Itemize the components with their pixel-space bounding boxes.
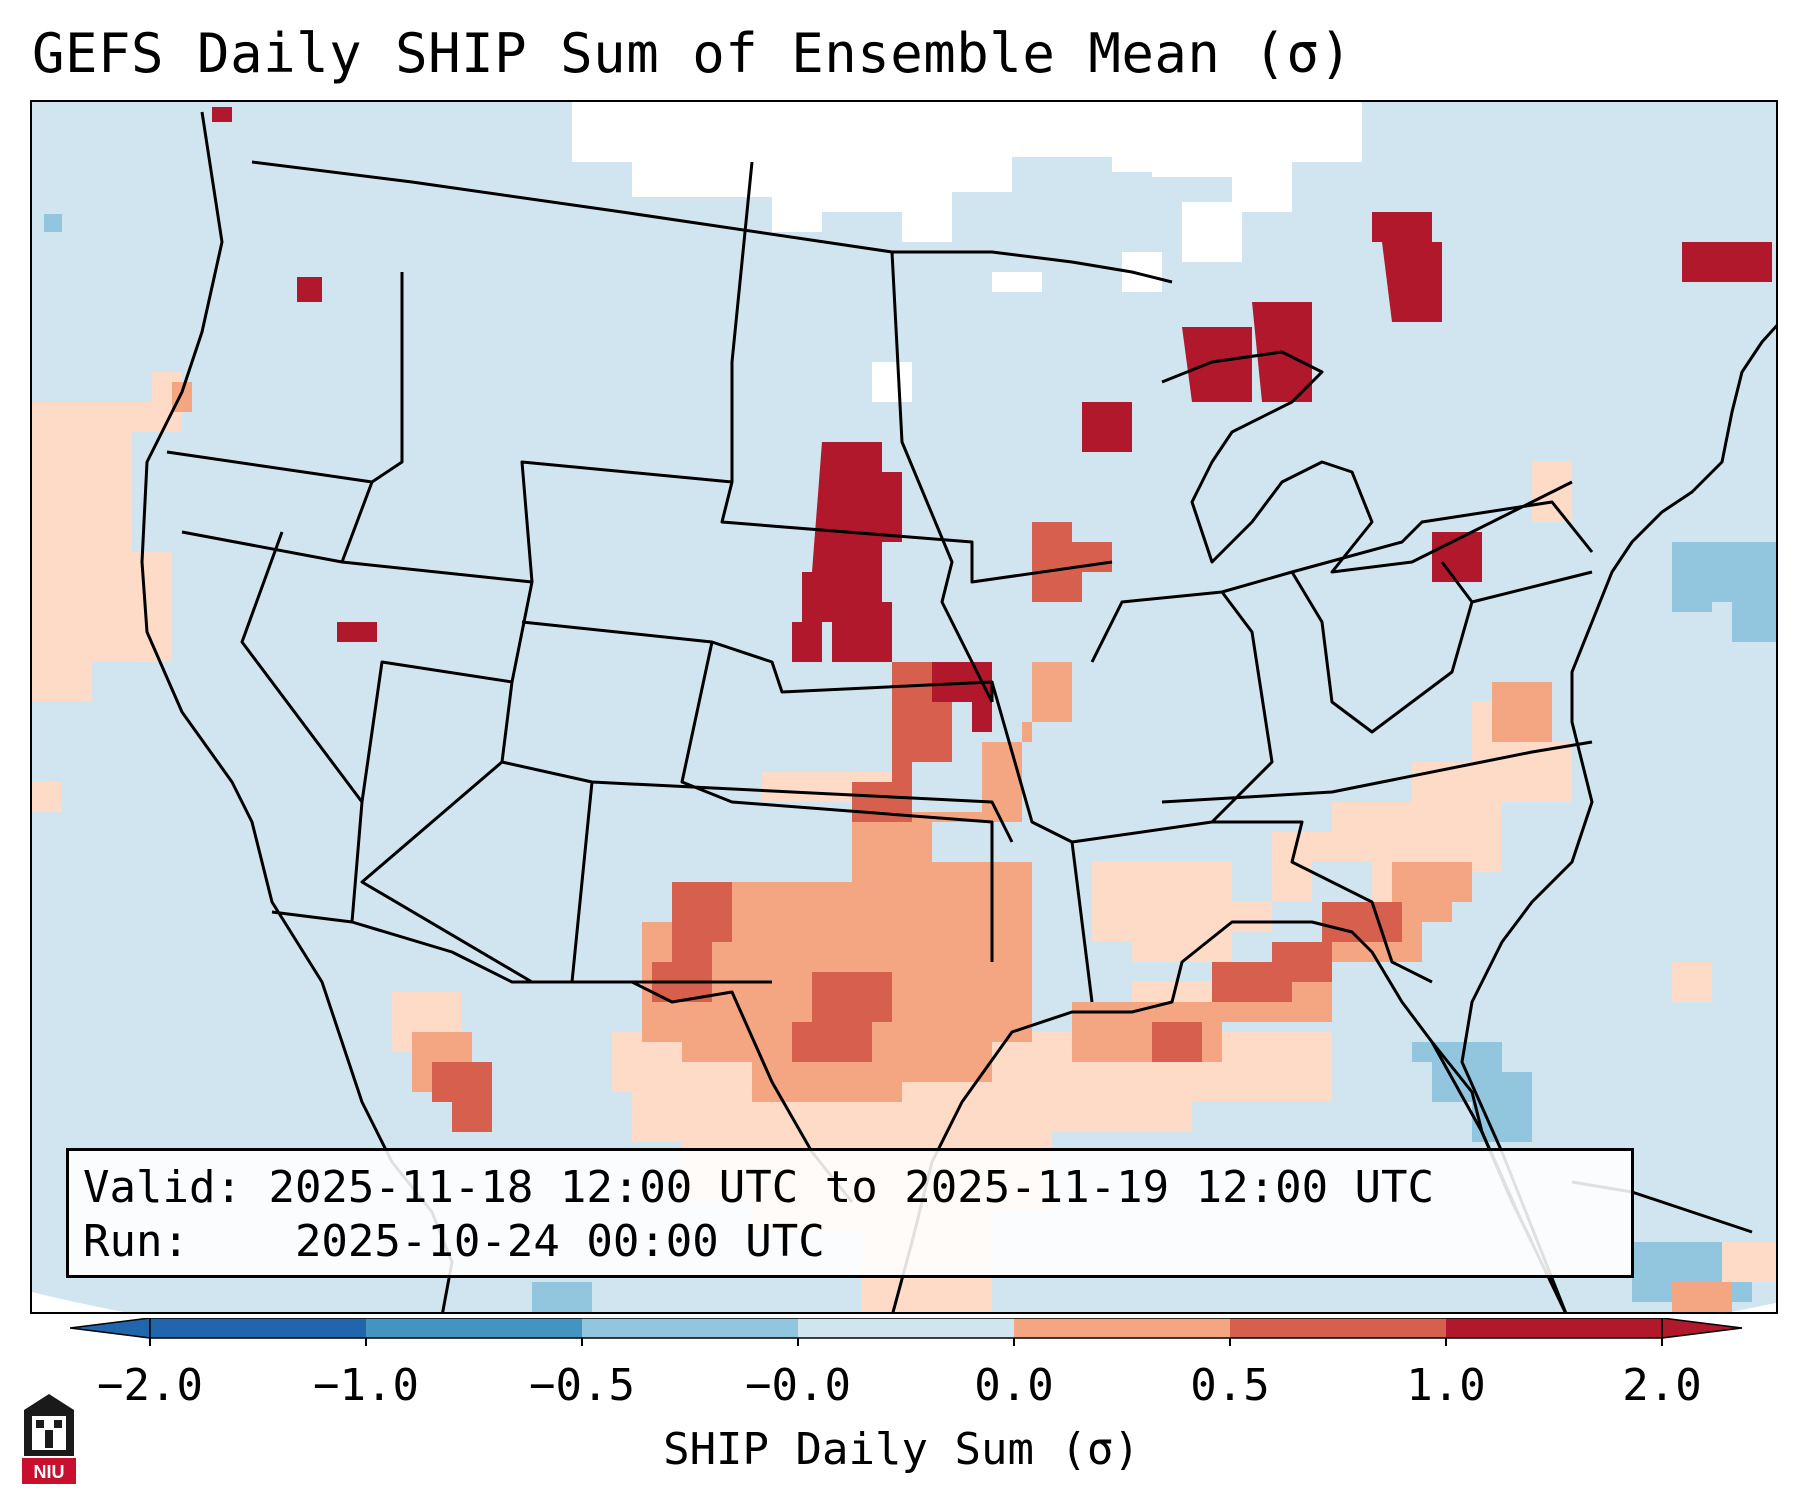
colorbar-tick-label: −2.0: [97, 1360, 203, 1411]
colorbar-segment: [1446, 1318, 1662, 1338]
canada-border: [251, 160, 1173, 284]
colorbar-tick-label: 0.0: [974, 1360, 1054, 1411]
colorbar-tick-label: −0.5: [529, 1360, 635, 1411]
colorbar-label: SHIP Daily Sum (σ): [663, 1424, 1140, 1475]
ship-anomaly-map: [32, 102, 1776, 1312]
valid-label: Valid:: [83, 1162, 242, 1213]
colorbar-outline: [149, 1318, 1663, 1339]
state-lines: [166, 161, 1594, 1003]
logo-text: NIU: [34, 1462, 65, 1482]
colorbar-tick-label: 0.5: [1190, 1360, 1270, 1411]
map-panel: [30, 100, 1778, 1314]
colorbar-segment: [798, 1318, 1014, 1338]
validity-info-box: Valid: 2025-11-18 12:00 UTC to 2025-11-1…: [66, 1148, 1634, 1278]
colorbar-tick-label: −0.0: [745, 1360, 851, 1411]
political-boundaries: [140, 111, 1776, 1312]
colorbar-extend-low: [70, 1318, 151, 1339]
niu-logo-icon: NIU: [22, 1394, 76, 1484]
colorbar-segment: [1014, 1318, 1230, 1338]
extreme-positive-areas: [212, 107, 1772, 732]
run-label: Run:: [83, 1216, 189, 1267]
colorbar-segments: [70, 1318, 1743, 1346]
colorbar-segment: [582, 1318, 798, 1338]
near-zero-areas: [572, 102, 1362, 402]
colorbar-tick-label: −1.0: [313, 1360, 419, 1411]
colorbar-tick-label: 2.0: [1622, 1360, 1702, 1411]
map-title: GEFS Daily SHIP Sum of Ensemble Mean (σ): [32, 22, 1353, 85]
us-mexico-border: [271, 910, 854, 1203]
colorbar-tick-label: 1.0: [1406, 1360, 1486, 1411]
run-value: 2025-10-24 00:00 UTC: [294, 1216, 825, 1267]
colorbar-segment: [366, 1318, 582, 1338]
great-lakes: [1161, 350, 1573, 574]
east-coast: [1460, 324, 1776, 1312]
valid-value: 2025-11-18 12:00 UTC to 2025-11-19 12:00…: [268, 1162, 1435, 1213]
colorbar-extend-high: [1661, 1318, 1743, 1339]
colorbar-segment: [1230, 1318, 1446, 1338]
colorbar-segment: [150, 1318, 366, 1338]
colorbar: [70, 1318, 1743, 1346]
